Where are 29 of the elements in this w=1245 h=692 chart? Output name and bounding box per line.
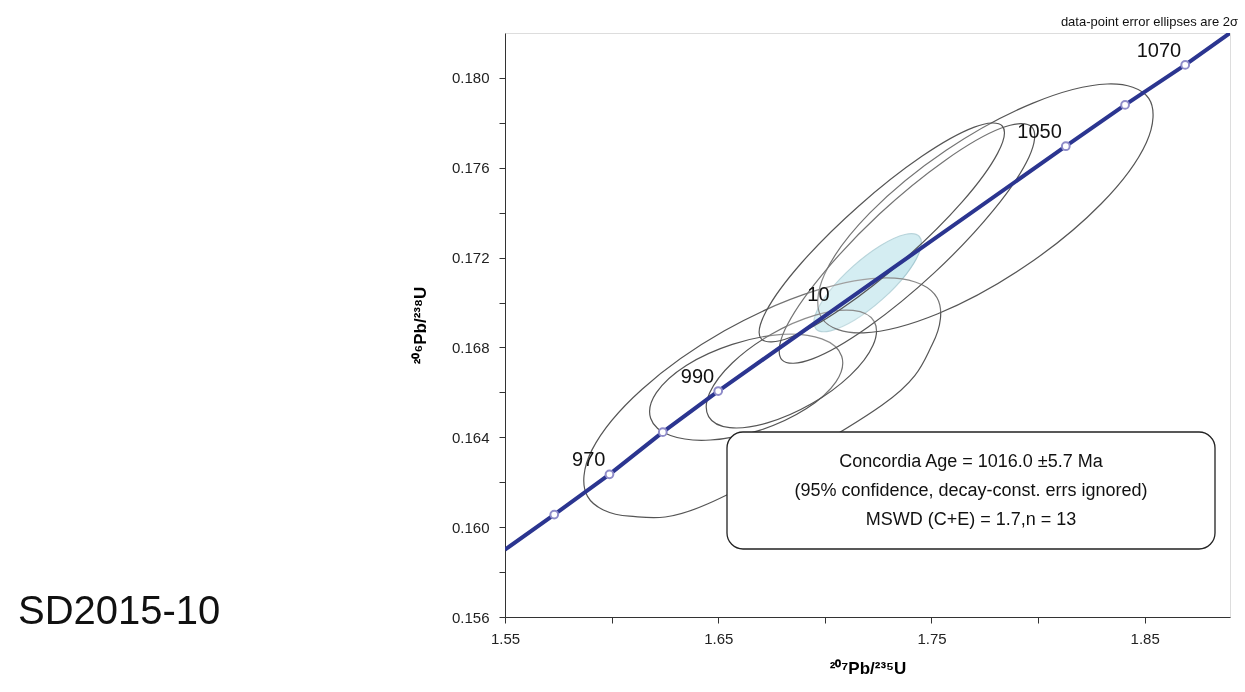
x-tick-label: 1.85	[1130, 629, 1160, 647]
x-axis-title: ²⁰⁷Pb/²³⁵U	[829, 658, 907, 678]
x-tick-label: 1.55	[490, 629, 521, 647]
y-tick-label: 0.176	[451, 159, 490, 177]
text: SD2015-10	[18, 588, 221, 632]
point	[1180, 60, 1191, 70]
y-tick-label: 0.180	[451, 69, 490, 87]
point	[549, 509, 560, 520]
point	[1120, 100, 1130, 110]
y-tick-label: 0.164	[451, 428, 490, 446]
point	[1060, 141, 1071, 152]
point	[604, 469, 615, 480]
annotation: (95% confidence, decay-const. errs ignored)	[794, 480, 1148, 500]
annotation: MSWD (C+E) = 1.7,n = 13	[865, 509, 1077, 529]
point	[713, 386, 724, 396]
annotation: 10	[807, 282, 830, 305]
point	[657, 427, 668, 438]
annotation: Concordia Age = 1016.0 ±5.7 Ma	[839, 451, 1104, 471]
y-tick-label: 0.168	[451, 338, 490, 356]
y-tick-label: 0.172	[451, 249, 490, 267]
y-axis-title: ²⁰⁶Pb/²³⁸U	[410, 286, 430, 365]
y-tick-label: 0.160	[451, 518, 490, 536]
line-series	[505, 33, 1230, 552]
annotation: 990	[680, 365, 715, 388]
x-tick-label: 1.75	[917, 629, 947, 647]
y-tick-label: 0.156	[451, 608, 490, 626]
text: data-point error ellipses are 2σ	[1060, 14, 1238, 29]
annotation: 1070	[1136, 38, 1182, 61]
x-tick-label: 1.65	[704, 629, 734, 647]
